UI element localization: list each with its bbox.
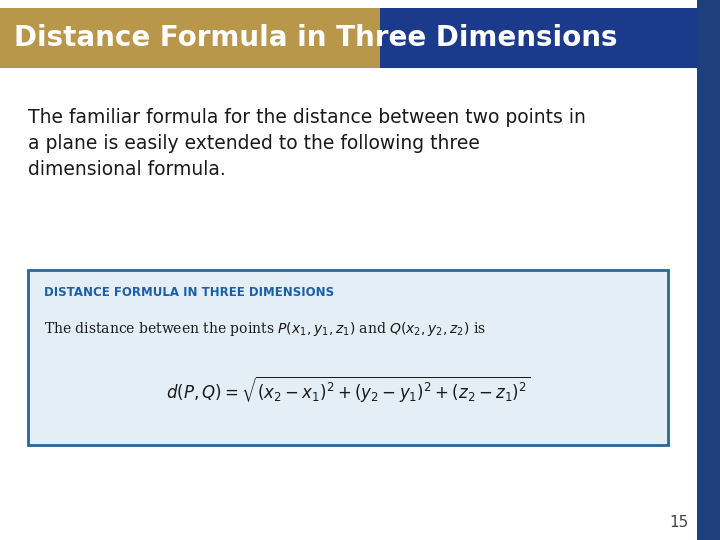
Bar [697, 0, 720, 540]
Text: dimensional formula.: dimensional formula. [28, 160, 226, 179]
Bar [28, 270, 668, 445]
Bar [380, 8, 697, 68]
Bar [0, 8, 380, 68]
Text: a plane is easily extended to the following three: a plane is easily extended to the follow… [28, 134, 480, 153]
Text: The familiar formula for the distance between two points in: The familiar formula for the distance be… [28, 108, 586, 127]
Text: 15: 15 [670, 515, 689, 530]
Text: The distance between the points $P(x_1, y_1, z_1)$ and $Q(x_2, y_2, z_2)$ is: The distance between the points $P(x_1, … [44, 320, 486, 338]
Text: DISTANCE FORMULA IN THREE DIMENSIONS: DISTANCE FORMULA IN THREE DIMENSIONS [44, 286, 334, 299]
Text: $d(P, Q) = \sqrt{(x_2 - x_1)^2 + (y_2 - y_1)^2 + (z_2 - z_1)^2}$: $d(P, Q) = \sqrt{(x_2 - x_1)^2 + (y_2 - … [166, 375, 531, 406]
Text: Distance Formula in Three Dimensions: Distance Formula in Three Dimensions [14, 24, 618, 52]
